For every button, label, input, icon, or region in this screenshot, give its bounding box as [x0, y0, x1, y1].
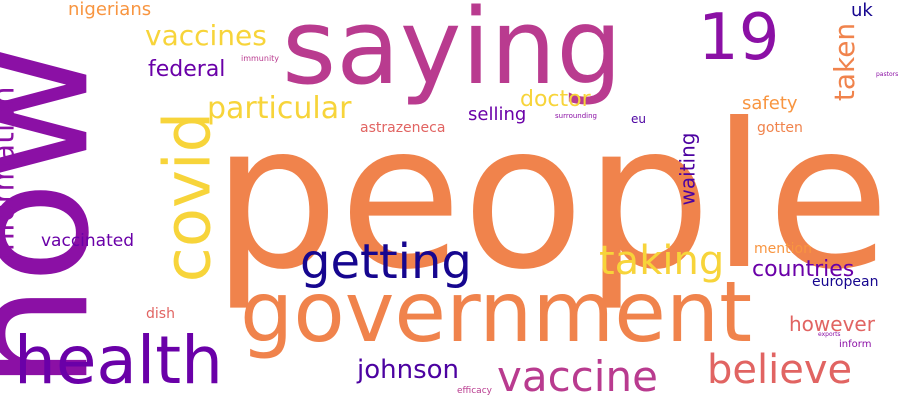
word-vaccinated: vaccinated	[41, 231, 135, 251]
word-doctor: doctor	[520, 87, 591, 112]
word-health: health	[14, 322, 223, 399]
word-19: 19	[698, 1, 780, 75]
word-however: however	[789, 312, 875, 336]
word-pastors: pastors	[876, 71, 899, 78]
word-mention: mention	[754, 241, 812, 257]
word-immunity: immunity	[241, 54, 280, 63]
word-european: european	[812, 274, 879, 290]
word-inform: inform	[839, 339, 872, 350]
word-dish: dish	[146, 306, 175, 322]
word-efficacy: efficacy	[457, 386, 492, 396]
word-information: information	[0, 86, 22, 260]
word-government: government	[240, 263, 753, 361]
word-gotten: gotten	[757, 120, 803, 136]
word-believe: believe	[707, 347, 853, 393]
word-vaccine: vaccine	[497, 352, 658, 400]
word-selling: selling	[468, 104, 527, 125]
word-vaccines: vaccines	[145, 19, 267, 52]
word-taking: taking	[599, 238, 725, 284]
word-taken: taken	[828, 22, 862, 102]
word-safety: safety	[742, 93, 798, 114]
word-waiting: waiting	[675, 132, 700, 206]
word-getting: getting	[300, 234, 472, 290]
word-particular: particular	[207, 91, 352, 126]
word-countries: countries	[752, 257, 855, 282]
word-astrazeneca: astrazeneca	[360, 120, 446, 136]
word-eu: eu	[631, 112, 646, 126]
word-uk: uk	[851, 0, 873, 21]
word-federal: federal	[148, 57, 226, 82]
word-people: people	[212, 81, 890, 314]
word-surrounding: surrounding	[555, 112, 597, 120]
word-johnson: johnson	[357, 355, 460, 385]
word-covid: covid	[151, 111, 226, 283]
word-nigerians: nigerians	[68, 0, 152, 20]
word-exports: exports	[818, 331, 841, 338]
word-saying: saying	[282, 0, 623, 108]
